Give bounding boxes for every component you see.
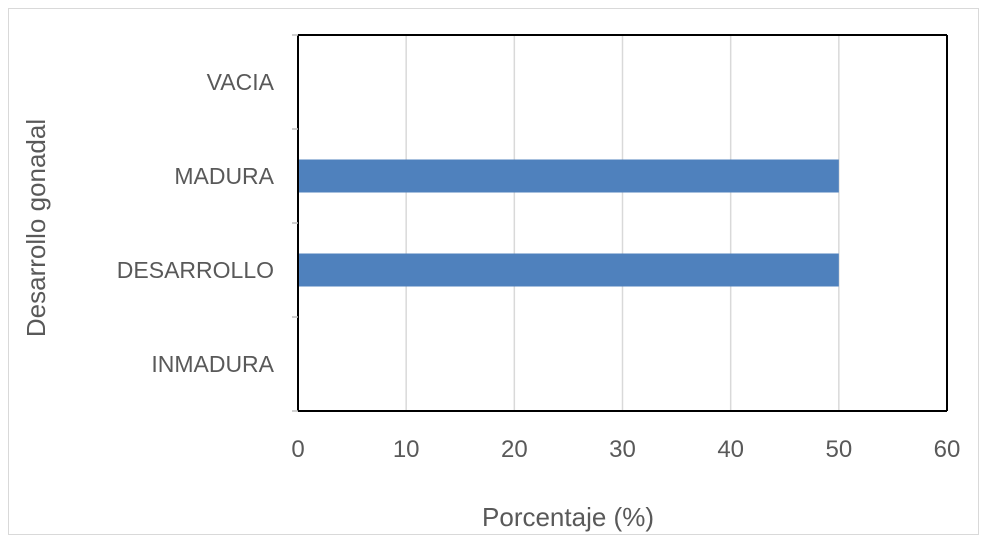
x-tick-label: 50 [825, 436, 852, 463]
x-tick-label: 40 [717, 436, 744, 463]
x-tick-label: 20 [501, 436, 528, 463]
x-tick-labels: 0 10 20 30 40 50 60 [291, 436, 960, 463]
x-axis-title: Porcentaje (%) [482, 502, 654, 532]
x-tick-label: 10 [393, 436, 420, 463]
y-category-label: MADURA [174, 163, 274, 189]
y-axis-title: Desarrollo gonadal [21, 119, 51, 337]
x-tick-label: 0 [291, 436, 304, 463]
bars [298, 159, 839, 287]
y-category-label: DESARROLLO [117, 257, 274, 283]
y-category-label: VACIA [207, 69, 275, 95]
bar-desarrollo [298, 253, 839, 287]
axes [292, 34, 948, 412]
y-category-labels: INMADURA DESARROLLO MADURA VACIA [117, 69, 275, 377]
x-tick-label: 60 [934, 436, 961, 463]
y-category-label: INMADURA [151, 351, 274, 377]
gridlines [405, 35, 948, 411]
bar-madura [298, 159, 839, 193]
x-tick-label: 30 [609, 436, 636, 463]
